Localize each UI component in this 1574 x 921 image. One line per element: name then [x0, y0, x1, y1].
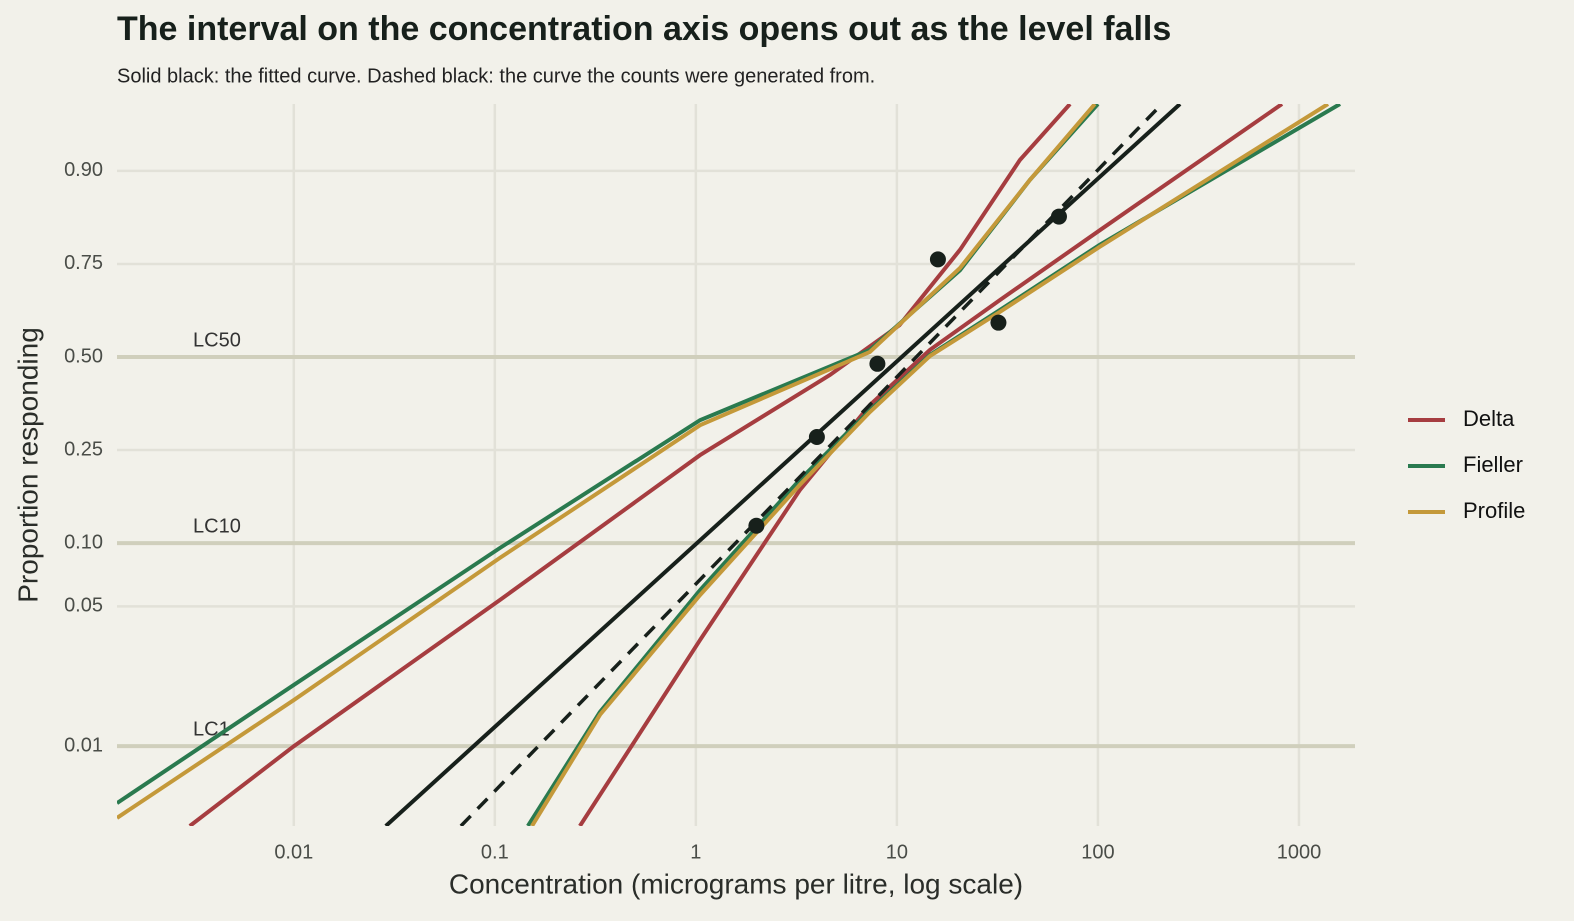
data-point — [808, 428, 825, 445]
y-axis-label: Proportion responding — [12, 327, 43, 603]
x-tick-label: 0.01 — [274, 841, 313, 863]
grid: 0.01 0.05 0.10 0.25 0.50 0.75 0.90 0.01 0.1 1 10 10… — [64, 104, 1355, 863]
x-tick-label: 10 — [886, 841, 908, 863]
confidence-curve — [530, 104, 1330, 826]
legend-label: Profile — [1463, 498, 1525, 523]
x-tick-label: 100 — [1081, 841, 1114, 863]
legend-label: Fieller — [1463, 452, 1523, 477]
chart-title: The interval on the concentration axis o… — [117, 10, 1171, 48]
data-point — [929, 251, 946, 268]
plot-area — [117, 104, 1342, 826]
x-axis-label: Concentration (micrograms per litre, log… — [449, 868, 1023, 899]
y-tick-label: 0.01 — [64, 734, 103, 756]
data-point — [869, 355, 886, 372]
legend: Delta Fieller Profile — [1408, 406, 1525, 523]
y-tick-label: 0.05 — [64, 595, 103, 617]
x-tick-label: 1000 — [1277, 841, 1322, 863]
y-tick-label: 0.50 — [64, 345, 103, 367]
x-tick-label: 1 — [690, 841, 701, 863]
data-point — [748, 517, 765, 534]
y-tick-label: 0.25 — [64, 438, 103, 460]
fitted-curve — [384, 104, 1182, 826]
reference-label: LC10 — [193, 515, 241, 537]
y-tick-label: 0.10 — [64, 531, 103, 553]
data-point — [1050, 208, 1067, 225]
legend-label: Delta — [1463, 406, 1515, 431]
y-tick-label: 0.90 — [64, 159, 103, 181]
chart-subtitle: Solid black: the fitted curve. Dashed bl… — [117, 65, 875, 87]
confidence-curve — [117, 104, 1097, 820]
confidence-curve — [578, 104, 1284, 826]
confidence-curve — [188, 104, 1072, 826]
data-point — [990, 314, 1007, 331]
x-tick-label: 0.1 — [481, 841, 509, 863]
y-tick-label: 0.75 — [64, 252, 103, 274]
reference-label: LC50 — [193, 329, 241, 351]
